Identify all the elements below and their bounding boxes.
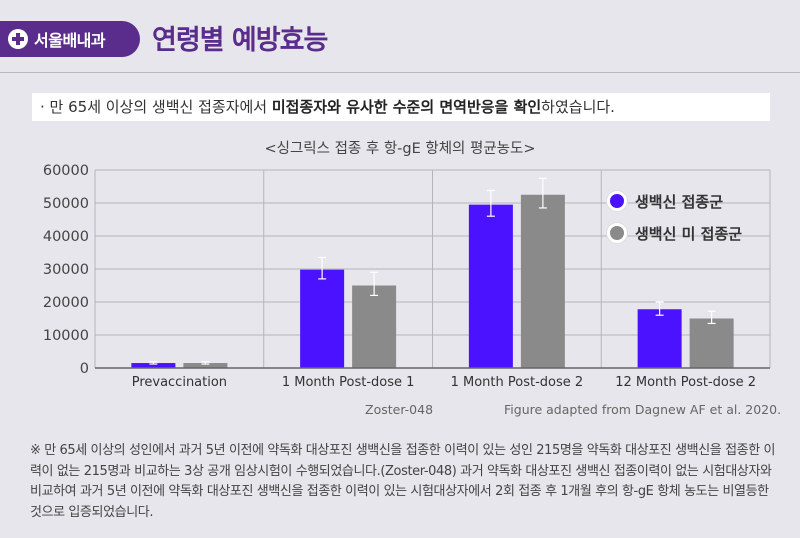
x-tick-label: 12 Month Post-dose 2 bbox=[615, 375, 756, 390]
y-tick-label: 30000 bbox=[43, 262, 89, 278]
chart-legend: 생백신 접종군 생백신 미 접종군 bbox=[607, 185, 742, 249]
source-citation: Figure adapted from Dagnew AF et al. 202… bbox=[504, 402, 782, 417]
x-tick-label: 1 Month Post-dose 2 bbox=[451, 375, 584, 390]
bar-unvaccinated bbox=[520, 194, 565, 368]
y-tick-label: 40000 bbox=[43, 229, 89, 245]
bar-chart: 0 10000 20000 30000 40000 50000 60000 Prevaccin… bbox=[43, 163, 771, 390]
summary-suffix: 하였습니다. bbox=[541, 98, 615, 116]
bar-vaccinated bbox=[300, 269, 345, 368]
legend-dot-unvaccinated bbox=[607, 223, 627, 243]
y-tick-label: 50000 bbox=[43, 196, 89, 212]
legend-dot-vaccinated bbox=[607, 191, 627, 211]
y-tick-label: 10000 bbox=[43, 328, 89, 344]
bar-unvaccinated bbox=[352, 285, 397, 368]
bar-unvaccinated bbox=[183, 363, 228, 368]
header: 서울배내과 연령별 예방효능 bbox=[0, 0, 800, 70]
bar-vaccinated bbox=[637, 309, 682, 368]
brand-name: 서울배내과 bbox=[34, 31, 106, 50]
x-tick-label: Prevaccination bbox=[132, 375, 227, 390]
legend-item-vaccinated: 생백신 접종군 bbox=[607, 185, 742, 217]
legend-label-vaccinated: 생백신 접종군 bbox=[635, 192, 724, 211]
source-study: Zoster-048 bbox=[365, 402, 434, 417]
brand-logo[interactable]: 서울배내과 bbox=[0, 21, 140, 57]
legend-item-unvaccinated: 생백신 미 접종군 bbox=[607, 217, 742, 249]
footnote: ※ 만 65세 이상의 성인에서 과거 5년 이전에 약독화 대상포진 생백신을… bbox=[30, 443, 776, 520]
header-divider bbox=[0, 72, 800, 73]
page-title: 연령별 예방효능 bbox=[152, 25, 328, 56]
y-tick-label: 20000 bbox=[43, 295, 89, 311]
x-tick-label: 1 Month Post-dose 1 bbox=[282, 375, 415, 390]
legend-label-unvaccinated: 생백신 미 접종군 bbox=[635, 224, 743, 243]
y-tick-label: 0 bbox=[80, 361, 89, 377]
summary-box: · 만 65세 이상의 생백신 접종자에서 미접종자와 유사한 수준의 면역반응… bbox=[32, 93, 770, 121]
summary-prefix: · 만 65세 이상의 생백신 접종자에서 bbox=[40, 98, 272, 116]
bar-vaccinated bbox=[468, 204, 513, 368]
summary-highlight: 미접종자와 유사한 수준의 면역반응을 확인 bbox=[271, 98, 542, 116]
bar-unvaccinated bbox=[689, 318, 734, 368]
medical-cross-icon bbox=[8, 29, 28, 49]
y-tick-label: 60000 bbox=[43, 163, 89, 179]
chart-title: <싱그릭스 접종 후 항-gE 항체의 평균농도> bbox=[264, 141, 536, 157]
bar-vaccinated bbox=[131, 363, 176, 368]
